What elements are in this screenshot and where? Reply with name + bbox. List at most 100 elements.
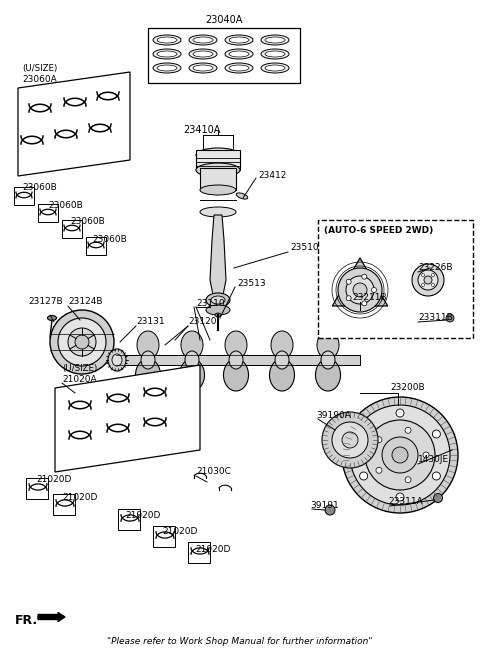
Bar bbox=[53, 494, 75, 515]
Text: 23127B: 23127B bbox=[28, 298, 62, 306]
Text: 23131: 23131 bbox=[136, 318, 165, 327]
Bar bbox=[200, 168, 236, 190]
Text: (U/SIZE): (U/SIZE) bbox=[62, 363, 97, 373]
Circle shape bbox=[338, 268, 382, 312]
Ellipse shape bbox=[206, 305, 230, 315]
Ellipse shape bbox=[157, 51, 177, 57]
Text: 23200B: 23200B bbox=[390, 384, 425, 392]
Ellipse shape bbox=[180, 359, 204, 391]
Polygon shape bbox=[18, 72, 130, 176]
Bar bbox=[196, 150, 240, 170]
Circle shape bbox=[412, 264, 444, 296]
Text: FR.: FR. bbox=[15, 613, 38, 626]
Circle shape bbox=[68, 328, 96, 356]
Bar bbox=[14, 187, 34, 205]
Text: (U/SIZE): (U/SIZE) bbox=[22, 64, 57, 73]
Text: 1430JE: 1430JE bbox=[418, 455, 449, 464]
Circle shape bbox=[418, 270, 438, 290]
Ellipse shape bbox=[193, 37, 213, 43]
Polygon shape bbox=[55, 365, 200, 472]
Ellipse shape bbox=[225, 49, 253, 59]
Circle shape bbox=[396, 493, 404, 501]
Bar bbox=[62, 220, 82, 238]
Bar bbox=[38, 204, 58, 222]
Bar bbox=[148, 28, 300, 83]
Ellipse shape bbox=[265, 51, 285, 57]
Ellipse shape bbox=[185, 351, 199, 369]
Circle shape bbox=[423, 452, 429, 458]
Ellipse shape bbox=[157, 65, 177, 71]
Circle shape bbox=[432, 274, 434, 277]
FancyArrow shape bbox=[38, 613, 65, 621]
Ellipse shape bbox=[261, 35, 289, 45]
Ellipse shape bbox=[211, 296, 225, 304]
Ellipse shape bbox=[181, 331, 203, 359]
Circle shape bbox=[362, 274, 367, 279]
Text: 21020D: 21020D bbox=[162, 527, 197, 537]
Text: 23040A: 23040A bbox=[205, 15, 243, 25]
Ellipse shape bbox=[229, 37, 249, 43]
Circle shape bbox=[432, 430, 440, 438]
Ellipse shape bbox=[261, 49, 289, 59]
Text: 23412: 23412 bbox=[258, 171, 287, 180]
Polygon shape bbox=[210, 215, 226, 295]
Text: 21020D: 21020D bbox=[36, 476, 72, 485]
Ellipse shape bbox=[112, 354, 122, 366]
Text: 21020D: 21020D bbox=[62, 493, 97, 502]
Bar bbox=[86, 237, 106, 255]
Ellipse shape bbox=[261, 63, 289, 73]
Ellipse shape bbox=[153, 35, 181, 45]
Ellipse shape bbox=[317, 331, 339, 359]
Ellipse shape bbox=[193, 51, 213, 57]
Ellipse shape bbox=[108, 349, 126, 371]
Ellipse shape bbox=[275, 351, 289, 369]
Ellipse shape bbox=[189, 35, 217, 45]
Ellipse shape bbox=[225, 35, 253, 45]
Ellipse shape bbox=[189, 63, 217, 73]
Bar bbox=[118, 509, 140, 530]
Bar bbox=[116, 355, 360, 365]
Text: 23124B: 23124B bbox=[68, 298, 103, 306]
Ellipse shape bbox=[157, 37, 177, 43]
Ellipse shape bbox=[135, 359, 160, 391]
Bar bbox=[188, 542, 210, 563]
Circle shape bbox=[360, 430, 368, 438]
Circle shape bbox=[332, 422, 368, 458]
Ellipse shape bbox=[225, 63, 253, 73]
Circle shape bbox=[350, 405, 450, 505]
Circle shape bbox=[365, 420, 435, 490]
Circle shape bbox=[433, 493, 443, 502]
Circle shape bbox=[362, 301, 367, 306]
Circle shape bbox=[58, 318, 106, 366]
Ellipse shape bbox=[225, 331, 247, 359]
Text: 21020D: 21020D bbox=[195, 546, 230, 554]
Text: 23060A: 23060A bbox=[22, 75, 57, 83]
Ellipse shape bbox=[206, 293, 230, 307]
Ellipse shape bbox=[153, 49, 181, 59]
Text: 23211B: 23211B bbox=[352, 293, 386, 302]
Text: 23120: 23120 bbox=[188, 318, 216, 327]
Circle shape bbox=[342, 432, 358, 448]
Circle shape bbox=[360, 472, 368, 480]
Circle shape bbox=[405, 427, 411, 433]
Circle shape bbox=[376, 437, 382, 443]
Ellipse shape bbox=[269, 359, 295, 391]
Ellipse shape bbox=[196, 163, 240, 177]
Bar bbox=[26, 478, 48, 499]
Text: 21020A: 21020A bbox=[62, 375, 96, 384]
Text: 39191: 39191 bbox=[310, 501, 339, 510]
Text: 23311B: 23311B bbox=[418, 314, 453, 323]
Text: 21030C: 21030C bbox=[196, 468, 231, 476]
Text: 23060B: 23060B bbox=[92, 236, 127, 245]
Text: "Please refer to Work Shop Manual for further information": "Please refer to Work Shop Manual for fu… bbox=[107, 638, 373, 647]
Circle shape bbox=[376, 467, 382, 473]
Circle shape bbox=[75, 335, 89, 349]
Ellipse shape bbox=[196, 148, 240, 162]
Text: 23060B: 23060B bbox=[48, 201, 83, 209]
Ellipse shape bbox=[229, 51, 249, 57]
Ellipse shape bbox=[229, 65, 249, 71]
Text: 39190A: 39190A bbox=[316, 411, 351, 419]
Circle shape bbox=[424, 276, 432, 284]
Ellipse shape bbox=[229, 351, 243, 369]
Circle shape bbox=[421, 274, 424, 277]
